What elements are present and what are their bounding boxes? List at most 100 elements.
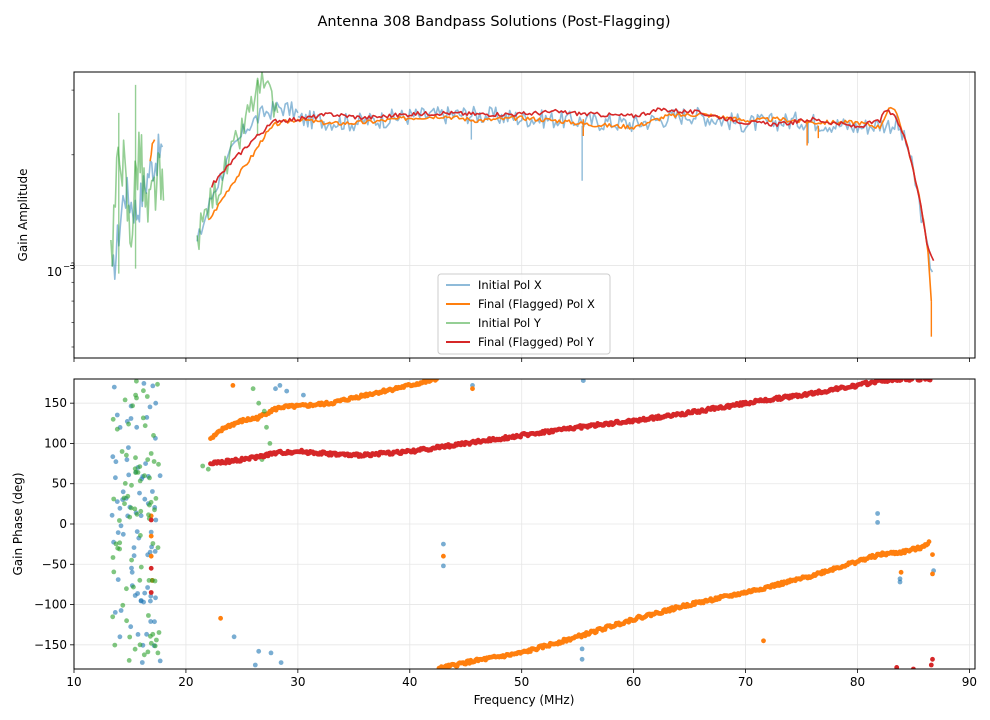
phase-point-final-flagged-pol-x	[441, 553, 446, 559]
phase-point-final-flagged-pol-y	[930, 656, 935, 662]
phase-point-initial-pol-x	[143, 461, 149, 466]
phase-point-initial-pol-y	[124, 586, 129, 592]
phase-point-final-flagged-pol-y	[148, 517, 154, 523]
phase-point-initial-pol-x	[148, 598, 153, 604]
phase-point-final-flagged-pol-x	[930, 552, 935, 557]
phase-point-initial-pol-x	[109, 512, 115, 518]
phase-point-initial-pol-x	[278, 660, 284, 665]
phase-ylabel: Gain Phase (deg)	[11, 472, 25, 575]
phase-point-initial-pol-y	[151, 433, 156, 438]
phase-point-final-flagged-pol-y	[909, 379, 915, 382]
phase-point-initial-pol-y	[131, 584, 136, 590]
phase-point-initial-pol-y	[152, 507, 157, 513]
phase-point-initial-pol-x	[875, 520, 880, 525]
phase-point-initial-pol-y	[137, 478, 143, 484]
phase-point-initial-pol-y	[132, 506, 138, 512]
phase-point-initial-pol-y	[261, 408, 267, 414]
phase-point-initial-pol-y	[146, 613, 151, 618]
phase-point-initial-pol-x	[147, 404, 153, 410]
phase-point-initial-pol-y	[134, 379, 139, 384]
legend-box	[437, 273, 611, 355]
phase-point-initial-pol-x	[441, 541, 446, 547]
phase-point-initial-pol-x	[120, 531, 126, 537]
amplitude-line-initial-pol-y	[110, 131, 165, 267]
phase-point-initial-pol-x	[579, 656, 585, 662]
amplitude-series	[110, 72, 935, 337]
phase-point-initial-pol-x	[138, 598, 144, 604]
phase-point-initial-pol-x	[579, 646, 585, 652]
phase-point-final-flagged-pol-y	[911, 666, 916, 669]
phase-point-initial-pol-y	[127, 634, 133, 640]
phase-ticks: 10 20 30 40 50 60 70 80 90 −150 −100 −50 0 50 100 150	[34, 396, 977, 689]
phase-point-initial-pol-y	[155, 381, 160, 387]
amplitude-axes-frame	[73, 71, 976, 359]
phase-point-initial-pol-y	[264, 424, 269, 430]
phase-point-initial-pol-y	[134, 511, 140, 517]
phase-point-initial-pol-x	[131, 545, 137, 550]
phase-point-initial-pol-x	[256, 648, 262, 654]
phase-point-initial-pol-x	[117, 634, 123, 640]
phase-point-initial-pol-y	[122, 397, 128, 403]
phase-point-initial-pol-y	[134, 395, 139, 401]
phase-point-initial-pol-x	[273, 386, 278, 392]
phase-point-initial-pol-y	[145, 649, 151, 655]
phase-xtick-label: 10	[66, 675, 81, 689]
phase-point-initial-pol-x	[145, 585, 151, 590]
phase-point-initial-pol-x	[150, 383, 156, 389]
amplitude-ytick-label-exponent: −3	[63, 262, 76, 272]
phase-ytick-label: 0	[59, 517, 67, 531]
phase-point-initial-pol-x	[134, 424, 140, 430]
legend-label-final-y: Final (Flagged) Pol Y	[478, 335, 595, 349]
phase-point-initial-pol-x	[118, 523, 124, 529]
phase-series-final-flagged-pol-x	[148, 379, 935, 669]
phase-point-initial-pol-y	[156, 630, 162, 635]
phase-xtick-label: 90	[962, 675, 977, 689]
phase-point-initial-pol-x	[152, 549, 158, 554]
phase-point-initial-pol-x	[153, 517, 159, 523]
phase-point-initial-pol-x	[129, 565, 134, 571]
phase-point-initial-pol-y	[150, 541, 156, 546]
phase-point-initial-pol-y	[129, 557, 135, 563]
phase-point-initial-pol-y	[141, 388, 146, 394]
phase-point-initial-pol-y	[156, 461, 161, 467]
phase-point-initial-pol-y	[124, 618, 129, 624]
phase-point-final-flagged-pol-x	[877, 552, 883, 557]
phase-point-initial-pol-y	[135, 470, 141, 475]
phase-point-initial-pol-y	[146, 512, 151, 518]
phase-point-initial-pol-y	[138, 564, 144, 570]
phase-point-initial-pol-y	[149, 578, 155, 583]
phase-point-final-flagged-pol-x	[148, 553, 154, 559]
phase-point-initial-pol-x	[148, 619, 154, 624]
phase-point-final-flagged-pol-x	[926, 539, 932, 545]
phase-point-initial-pol-y	[119, 449, 125, 454]
phase-point-initial-pol-y	[150, 631, 156, 637]
phase-point-initial-pol-y	[200, 463, 206, 469]
phase-point-initial-pol-y	[151, 459, 157, 464]
phase-point-initial-pol-y	[122, 501, 127, 507]
phase-xtick-label: 60	[626, 675, 641, 689]
phase-point-initial-pol-x	[142, 496, 148, 502]
phase-point-initial-pol-x	[148, 593, 154, 599]
phase-point-final-flagged-pol-y	[148, 590, 154, 595]
phase-point-initial-pol-x	[120, 489, 126, 495]
legend: Initial Pol X Final (Flagged) Pol X Init…	[437, 273, 611, 355]
phase-point-initial-pol-y	[155, 650, 161, 656]
phase-point-initial-pol-y	[133, 455, 138, 461]
phase-point-initial-pol-y	[148, 640, 154, 646]
phase-point-final-flagged-pol-x	[434, 379, 439, 382]
phase-point-final-flagged-pol-x	[898, 569, 904, 575]
phase-point-initial-pol-y	[267, 441, 273, 446]
phase-point-initial-pol-y	[120, 602, 126, 608]
phase-point-initial-pol-y	[140, 415, 146, 421]
phase-point-initial-pol-y	[114, 426, 120, 432]
phase-point-initial-pol-x	[135, 591, 141, 596]
phase-point-initial-pol-x	[114, 499, 120, 504]
phase-point-initial-pol-x	[110, 454, 116, 460]
phase-point-final-flagged-pol-x	[230, 383, 236, 388]
amplitude-line-initial-pol-y	[196, 72, 279, 251]
phase-xtick-label: 30	[290, 675, 305, 689]
phase-point-initial-pol-y	[117, 546, 122, 552]
phase-ytick-label: −100	[34, 598, 67, 612]
phase-point-initial-pol-x	[153, 595, 158, 601]
